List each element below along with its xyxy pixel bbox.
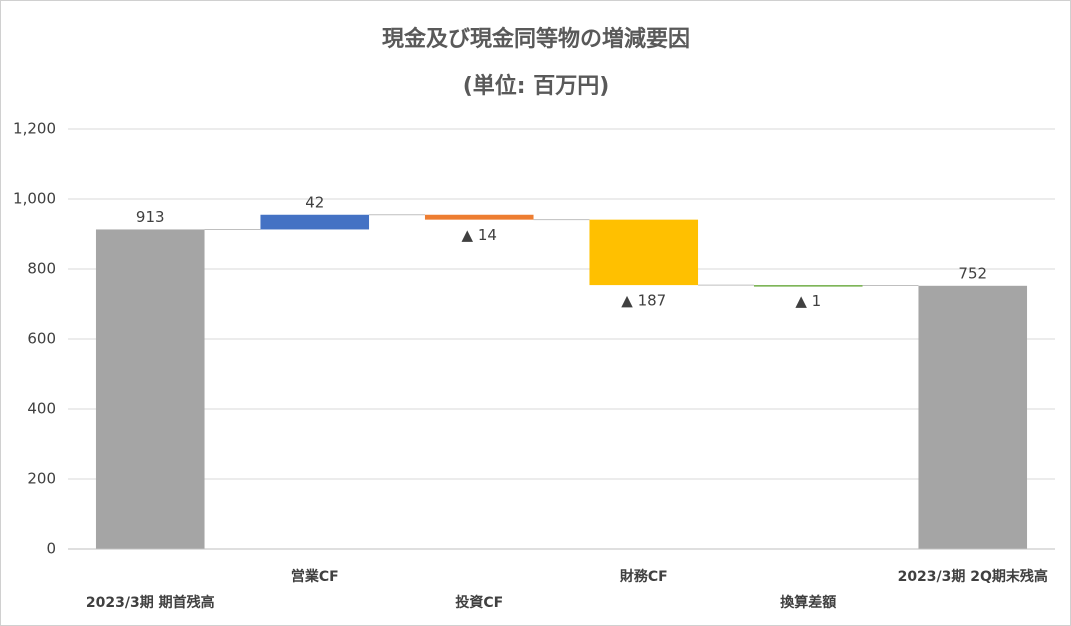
y-tick-label: 0 [46,540,56,558]
bar [753,285,863,287]
chart-title: 現金及び現金同等物の増減要因 [382,26,690,52]
bar [589,219,699,286]
bar [424,214,534,220]
x-tick-label: 財務CF [619,568,668,585]
value-label: 42 [305,193,324,211]
y-tick-label: 200 [27,470,56,488]
y-tick-label: 800 [27,260,56,278]
value-label: ▲ 1 [795,292,821,310]
y-tick-label: 1,000 [13,190,56,208]
x-tick-label: 2023/3期 期首残高 [86,594,215,611]
x-tick-label: 2023/3期 2Q期末残高 [898,568,1048,585]
bar [95,229,205,549]
bar [918,285,1028,549]
x-tick-label: 営業CF [291,568,339,585]
value-label: ▲ 187 [621,292,666,310]
value-label: 752 [958,264,987,282]
value-label: 913 [136,208,165,226]
x-tick-label: 投資CF [455,594,503,611]
y-tick-label: 400 [27,400,56,418]
chart-subtitle: (単位: 百万円) [463,73,610,99]
y-tick-label: 1,200 [13,120,56,138]
x-tick-label: 換算差額 [780,594,836,611]
y-tick-label: 600 [27,330,56,348]
bar [260,214,370,230]
value-label: ▲ 14 [462,226,497,244]
